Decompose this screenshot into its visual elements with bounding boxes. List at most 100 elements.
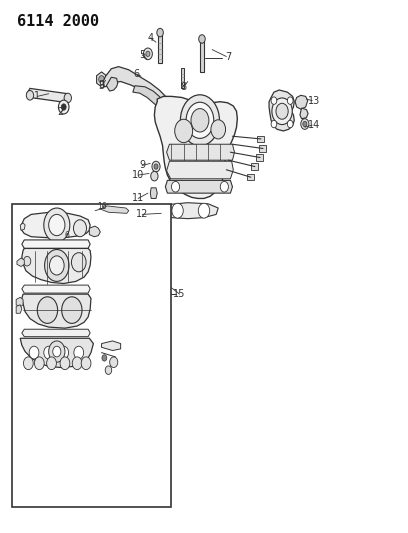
Circle shape [172,203,183,218]
Polygon shape [133,86,165,111]
Circle shape [276,103,288,119]
Bar [251,164,258,169]
Circle shape [211,120,226,139]
Text: 16: 16 [98,203,107,212]
Circle shape [24,256,31,266]
Circle shape [105,366,112,374]
Polygon shape [89,226,100,237]
Text: 13: 13 [308,95,320,106]
Text: 2: 2 [58,107,64,117]
Circle shape [146,51,150,56]
Circle shape [175,119,193,143]
Bar [12,204,171,507]
Bar [200,41,204,72]
Circle shape [301,119,309,130]
Circle shape [53,346,61,357]
Text: 7: 7 [225,52,231,61]
Text: 8: 8 [181,82,187,92]
Text: 12: 12 [136,209,149,220]
Polygon shape [17,258,24,266]
Polygon shape [16,297,23,307]
Circle shape [99,76,104,83]
Circle shape [61,104,66,110]
Circle shape [49,256,64,275]
Circle shape [72,357,82,369]
Text: 1: 1 [34,91,40,101]
Bar [256,155,264,161]
Circle shape [186,102,214,139]
Bar [100,80,103,87]
Circle shape [60,357,70,369]
Bar [257,136,264,142]
Text: 15: 15 [173,289,186,299]
Circle shape [49,214,65,236]
Polygon shape [97,72,106,87]
Circle shape [58,100,69,114]
Bar [247,174,254,180]
Polygon shape [20,223,25,230]
Circle shape [29,346,39,359]
Circle shape [272,98,292,125]
Circle shape [47,357,56,369]
Bar [259,146,266,152]
Polygon shape [27,88,71,103]
Circle shape [220,181,228,192]
Polygon shape [20,338,93,368]
Circle shape [154,164,158,169]
Text: 5: 5 [139,50,145,60]
Circle shape [81,357,91,369]
Polygon shape [269,90,294,131]
Circle shape [151,171,158,181]
Circle shape [26,91,33,100]
Polygon shape [22,329,90,337]
Circle shape [71,253,86,272]
Circle shape [180,95,220,146]
Polygon shape [295,95,308,109]
Polygon shape [158,203,218,219]
Polygon shape [103,67,170,110]
Polygon shape [150,188,157,198]
Text: 6: 6 [64,231,69,240]
Text: 4: 4 [147,33,153,43]
Polygon shape [165,180,233,193]
Circle shape [64,93,71,103]
Text: 6114 2000: 6114 2000 [17,14,99,29]
Polygon shape [22,240,90,248]
Text: 14: 14 [308,120,320,130]
Circle shape [102,355,107,361]
Polygon shape [166,161,233,179]
Circle shape [157,28,163,37]
Circle shape [62,297,82,324]
Circle shape [191,109,209,132]
Circle shape [171,181,180,192]
Polygon shape [100,206,129,213]
Polygon shape [22,294,91,328]
Polygon shape [106,77,118,91]
Circle shape [198,203,210,218]
Circle shape [110,357,118,368]
Circle shape [271,120,277,128]
Circle shape [44,249,69,281]
Text: 3: 3 [98,81,104,91]
Text: 9: 9 [139,160,145,171]
Polygon shape [22,285,90,293]
Polygon shape [166,144,235,160]
Circle shape [37,297,58,324]
Circle shape [73,220,86,237]
Bar [181,68,184,88]
Circle shape [303,122,307,127]
Circle shape [49,341,65,362]
Polygon shape [16,305,22,313]
Polygon shape [154,96,237,198]
Circle shape [287,120,293,128]
Polygon shape [300,108,308,119]
Polygon shape [102,341,121,351]
Circle shape [152,161,160,172]
Text: 6: 6 [134,69,140,79]
Text: 11: 11 [132,193,144,204]
Circle shape [59,346,69,359]
Circle shape [287,97,293,104]
Circle shape [44,208,70,242]
Circle shape [44,346,53,359]
Polygon shape [21,212,90,238]
